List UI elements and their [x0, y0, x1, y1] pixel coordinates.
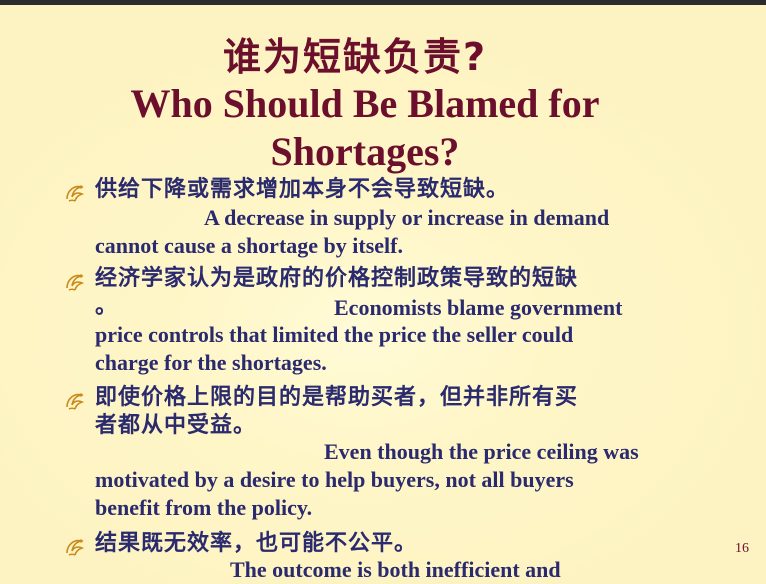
bullet-1-chinese: 供给下降或需求增加本身不会导致短缺。 [95, 177, 510, 202]
slide-title-chinese: 谁为短缺负责? [222, 35, 488, 79]
slide-title-english: Who Should Be Blamed for Shortages? [130, 81, 600, 174]
ornate-bullet-icon [66, 539, 85, 556]
bullet-2-english-line-3: charge for the shortages. [95, 350, 327, 375]
top-border [0, 0, 766, 5]
bullet-1-english-first-line: A decrease in supply or increase in dema… [204, 205, 610, 230]
bullet-2-chinese: 经济学家认为是政府的价格控制政策导致的短缺 [95, 266, 579, 291]
bullet-2-chinese-continued: 。 [95, 294, 119, 319]
bullet-3-english-first-line: Even though the price ceiling was [324, 439, 639, 464]
bullet-4-chinese: 结果既无效率，也可能不公平。 [95, 531, 418, 556]
ornate-bullet-icon [66, 393, 85, 410]
bullet-3-english-line-2: motivated by a desire to help buyers, no… [95, 467, 574, 492]
bullet-3-chinese-continued: 者都从中受益。 [95, 413, 257, 438]
bullet-2-english-line-2: price controls that limited the price th… [95, 322, 574, 347]
bullet-2-english-first-line: Economists blame government [334, 295, 623, 320]
ornate-bullet-icon [66, 185, 85, 202]
bullet-3-english-line-3: benefit from the policy. [95, 495, 313, 520]
ornate-bullet-icon [66, 274, 85, 291]
bullet-3-chinese: 即使价格上限的目的是帮助买者，但并非所有买 [95, 385, 579, 410]
page-number: 16 [735, 541, 749, 556]
bullet-1-english-rest: cannot cause a shortage by itself. [95, 233, 403, 258]
bullet-4-english-first-line: The outcome is both inefficient and [230, 557, 561, 582]
